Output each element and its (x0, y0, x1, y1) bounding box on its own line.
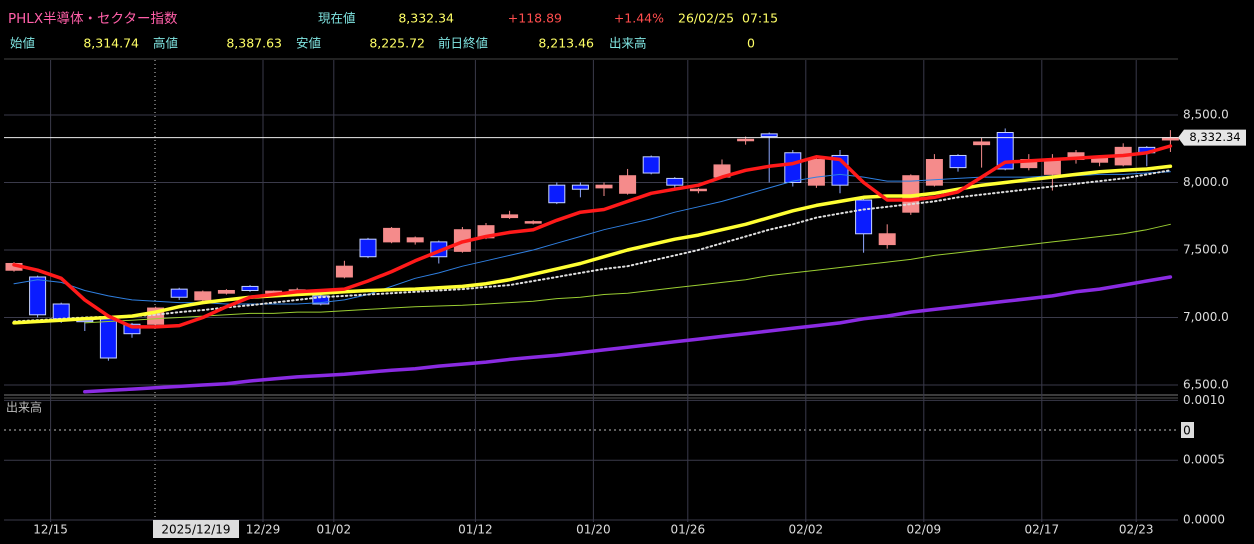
candle-body (689, 188, 707, 192)
volume-label: 出来高 (609, 36, 647, 51)
candle-body (501, 214, 519, 219)
low-label: 安値 (296, 36, 321, 51)
candle-body (973, 141, 991, 146)
volume-tag-label: 0 (1183, 424, 1191, 438)
x-tick-label: 01/26 (671, 523, 706, 537)
candle-body (312, 295, 330, 305)
x-tick-label: 01/20 (576, 523, 611, 537)
candle-body (737, 138, 755, 142)
current-value: 8,332.34 (398, 11, 454, 26)
candle-body (855, 199, 873, 235)
candle-body (784, 152, 802, 183)
candle-body (241, 285, 259, 291)
candle-body (123, 323, 141, 335)
candle-body (925, 159, 943, 186)
x-tick-label: 02/23 (1119, 523, 1154, 537)
moving-average (12, 164, 1173, 325)
crosshair-label: 2025/12/19 (161, 523, 230, 537)
candle-body (807, 159, 825, 186)
candle-body (666, 177, 684, 186)
y-tick-label: 6,500.0 (1183, 378, 1229, 392)
candle-body (619, 175, 637, 194)
candle-body (383, 227, 401, 243)
candle-body (760, 133, 778, 138)
y-tick-label: 8,500.0 (1183, 107, 1229, 121)
x-tick-label: 01/02 (317, 523, 352, 537)
y-tick-label: 8,000.0 (1183, 175, 1229, 189)
moving-average (83, 275, 1173, 394)
change-pct: +1.44% (614, 11, 664, 26)
last-price-label: 8,332.34 (1189, 130, 1240, 144)
index-title: PHLX半導体・セクター指数 (8, 11, 178, 27)
volume-value: 0 (747, 36, 755, 51)
candle-body (878, 233, 896, 246)
last-price-tag (1178, 129, 1246, 146)
x-tick-label: 02/09 (907, 523, 942, 537)
y-tick-label: 0.0005 (1183, 453, 1225, 467)
candle-body (571, 184, 589, 190)
x-tick-label: 02/02 (789, 523, 824, 537)
candle-body (194, 291, 212, 301)
y-tick-label: 0.0000 (1183, 513, 1225, 527)
candle-body (996, 132, 1014, 170)
candle-body (1043, 159, 1061, 175)
candle-body (642, 156, 660, 174)
candle-body (29, 276, 47, 316)
candle-body (335, 265, 353, 278)
high-label: 高値 (153, 36, 178, 51)
time: 07:15 (742, 11, 778, 26)
candle-body (217, 289, 235, 294)
low-value: 8,225.72 (369, 36, 425, 51)
x-tick-label: 02/17 (1025, 523, 1060, 537)
x-tick-label: 12/15 (33, 523, 68, 537)
open-value: 8,314.74 (83, 36, 139, 51)
high-value: 8,387.63 (226, 36, 282, 51)
y-tick-label: 7,500.0 (1183, 242, 1229, 256)
candle-body (524, 221, 542, 224)
candle-body (949, 154, 967, 169)
candle-body (99, 316, 117, 359)
moving-average (84, 223, 1171, 324)
candle-body (359, 238, 377, 258)
prev-close-label: 前日終値 (438, 36, 488, 51)
candle-body (548, 184, 566, 204)
date: 26/02/25 (678, 11, 734, 26)
y-tick-label: 7,000.0 (1183, 310, 1229, 324)
y-tick-label: 0.0010 (1183, 393, 1225, 407)
open-label: 始値 (10, 36, 35, 51)
change: +118.89 (508, 11, 562, 26)
current-label: 現在値 (318, 11, 356, 26)
x-tick-label: 01/12 (458, 523, 493, 537)
prev-close-value: 8,213.46 (538, 36, 594, 51)
candle-body (595, 184, 613, 189)
moving-average (13, 169, 1172, 323)
volume-panel-title: 出来高 (6, 400, 42, 415)
candle-body (52, 303, 70, 320)
crosshair-tag (153, 520, 239, 538)
moving-average (12, 144, 1173, 329)
x-tick-label: 12/29 (246, 523, 281, 537)
candle-body (406, 237, 424, 243)
candle-body (170, 288, 188, 298)
volume-tag (1181, 422, 1194, 438)
